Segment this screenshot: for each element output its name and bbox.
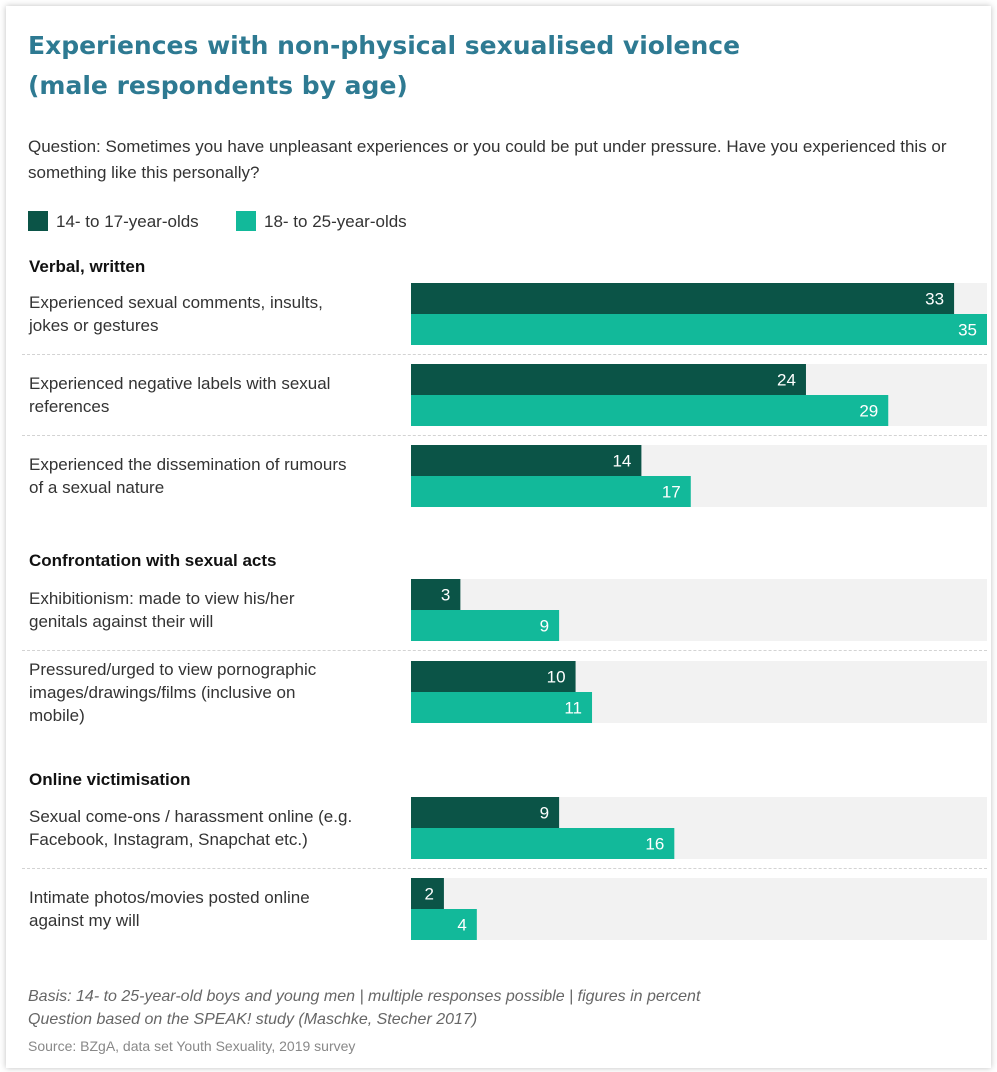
bar-0-1-series-1 (411, 395, 889, 426)
bar-value-label-0-0-series-0: 33 (925, 290, 944, 309)
bar-value-label-2-1-series-1: 4 (457, 916, 466, 935)
section-title-confrontation-with-sexual-acts: Confrontation with sexual acts (29, 551, 277, 570)
bar-value-label-2-0-series-0: 9 (540, 804, 549, 823)
bar-0-2-series-0 (411, 445, 642, 476)
legend-label-14-17: 14- to 17-year-olds (56, 212, 199, 231)
category-label-line-2-1-0: Intimate photos/movies posted online (29, 888, 310, 907)
chart-source: Source: BZgA, data set Youth Sexuality, … (28, 1038, 356, 1054)
section-title-verbal-written: Verbal, written (29, 257, 146, 276)
bar-0-0-series-0 (411, 283, 955, 314)
category-label-line-0-0-1: jokes or gestures (29, 316, 159, 335)
row-separator-0-1 (22, 435, 987, 436)
category-label-line-1-1-1: images/drawings/films (inclusive on (29, 682, 296, 702)
bar-2-1-series-0 (411, 878, 444, 909)
bar-value-label-2-0-series-1: 16 (645, 835, 664, 854)
bar-2-1-series-1 (411, 909, 477, 940)
bar-0-0-series-1 (411, 314, 987, 345)
bar-value-label-0-1-series-1: 29 (859, 402, 878, 421)
legend-swatch-14-17 (28, 211, 48, 231)
survey-question: Question: Sometimes you have unpleasant … (28, 137, 947, 182)
bar-value-label-2-1-series-0: 2 (424, 885, 433, 904)
bar-1-0-series-1 (411, 610, 560, 641)
category-label-line-0-0-0: Experienced sexual comments, insults, (29, 293, 323, 312)
bar-1-1-series-0 (411, 661, 576, 692)
category-label-0-2: Experienced the dissemination of rumours… (29, 453, 404, 499)
category-label-line-0-1-1: references (29, 397, 110, 416)
category-label-line-2-1-1: against my will (29, 911, 140, 930)
bar-value-label-0-2-series-0: 14 (612, 452, 631, 471)
category-label-1-1: Pressured/urged to view pornographic imag… (29, 658, 404, 727)
bar-value-label-0-1-series-0: 24 (777, 371, 796, 390)
bar-value-label-1-1-series-1: 11 (564, 699, 582, 718)
category-label-1-0: Exhibitionism: made to view his/her genit… (29, 587, 404, 633)
chart-title-line-1: Experiences with non-physical sexualised… (28, 31, 741, 60)
category-label-line-2-0-1: Facebook, Instagram, Snapchat etc.) (29, 830, 308, 849)
legend-swatch-18-25 (236, 211, 256, 231)
category-label-line-2-0-0: Sexual come-ons / harassment online (e.g… (29, 807, 353, 826)
note-study: Question based on the SPEAK! study (Masc… (28, 1011, 478, 1028)
category-label-0-0: Experienced sexual comments, insults, jok… (29, 291, 404, 337)
bar-1-0-series-0 (411, 579, 461, 610)
category-label-2-1: Intimate photos/movies posted online agai… (29, 886, 404, 932)
bar-2-0-series-1 (411, 828, 675, 859)
bar-0-1-series-0 (411, 364, 806, 395)
category-label-2-0: Sexual come-ons / harassment online (e.g… (29, 805, 404, 851)
category-label-line-0-1-0: Experienced negative labels with sexual (29, 374, 331, 393)
category-label-line-1-1-0: Pressured/urged to view pornographic (29, 659, 317, 679)
category-label-line-1-0-1: genitals against their will (29, 612, 214, 631)
bar-2-0-series-0 (411, 797, 560, 828)
note-basis: Basis: 14- to 25-year-old boys and young… (28, 988, 701, 1005)
section-title-online-victimisation: Online victimisation (29, 770, 191, 789)
category-label-0-1: Experienced negative labels with sexual r… (29, 372, 404, 418)
chart-title-line-2: (male respondents by age) (28, 71, 408, 100)
row-separator-0-0 (22, 354, 987, 355)
bar-value-label-1-1-series-0: 10 (547, 668, 566, 687)
bar-value-label-0-0-series-1: 35 (958, 321, 977, 340)
chart-title: Experiences with non-physical sexualised… (28, 26, 740, 106)
bar-background-2-1 (411, 878, 987, 940)
chart-notes: Basis: 14- to 25-year-old boys and young… (28, 985, 700, 1031)
row-separator-1-0 (22, 650, 987, 651)
category-label-line-0-2-1: of a sexual nature (29, 478, 165, 497)
legend-label-18-25: 18- to 25-year-olds (264, 212, 407, 231)
bar-value-label-0-2-series-1: 17 (662, 483, 681, 502)
category-label-line-1-0-0: Exhibitionism: made to view his/her (29, 589, 295, 608)
category-label-line-1-1-2: mobile) (29, 705, 85, 725)
bar-value-label-1-0-series-0: 3 (441, 586, 450, 605)
bar-value-label-1-0-series-1: 9 (540, 617, 549, 636)
row-separator-2-0 (22, 868, 987, 869)
category-label-line-0-2-0: Experienced the dissemination of rumours (29, 455, 347, 474)
bar-0-2-series-1 (411, 476, 691, 507)
bar-1-1-series-1 (411, 692, 593, 723)
